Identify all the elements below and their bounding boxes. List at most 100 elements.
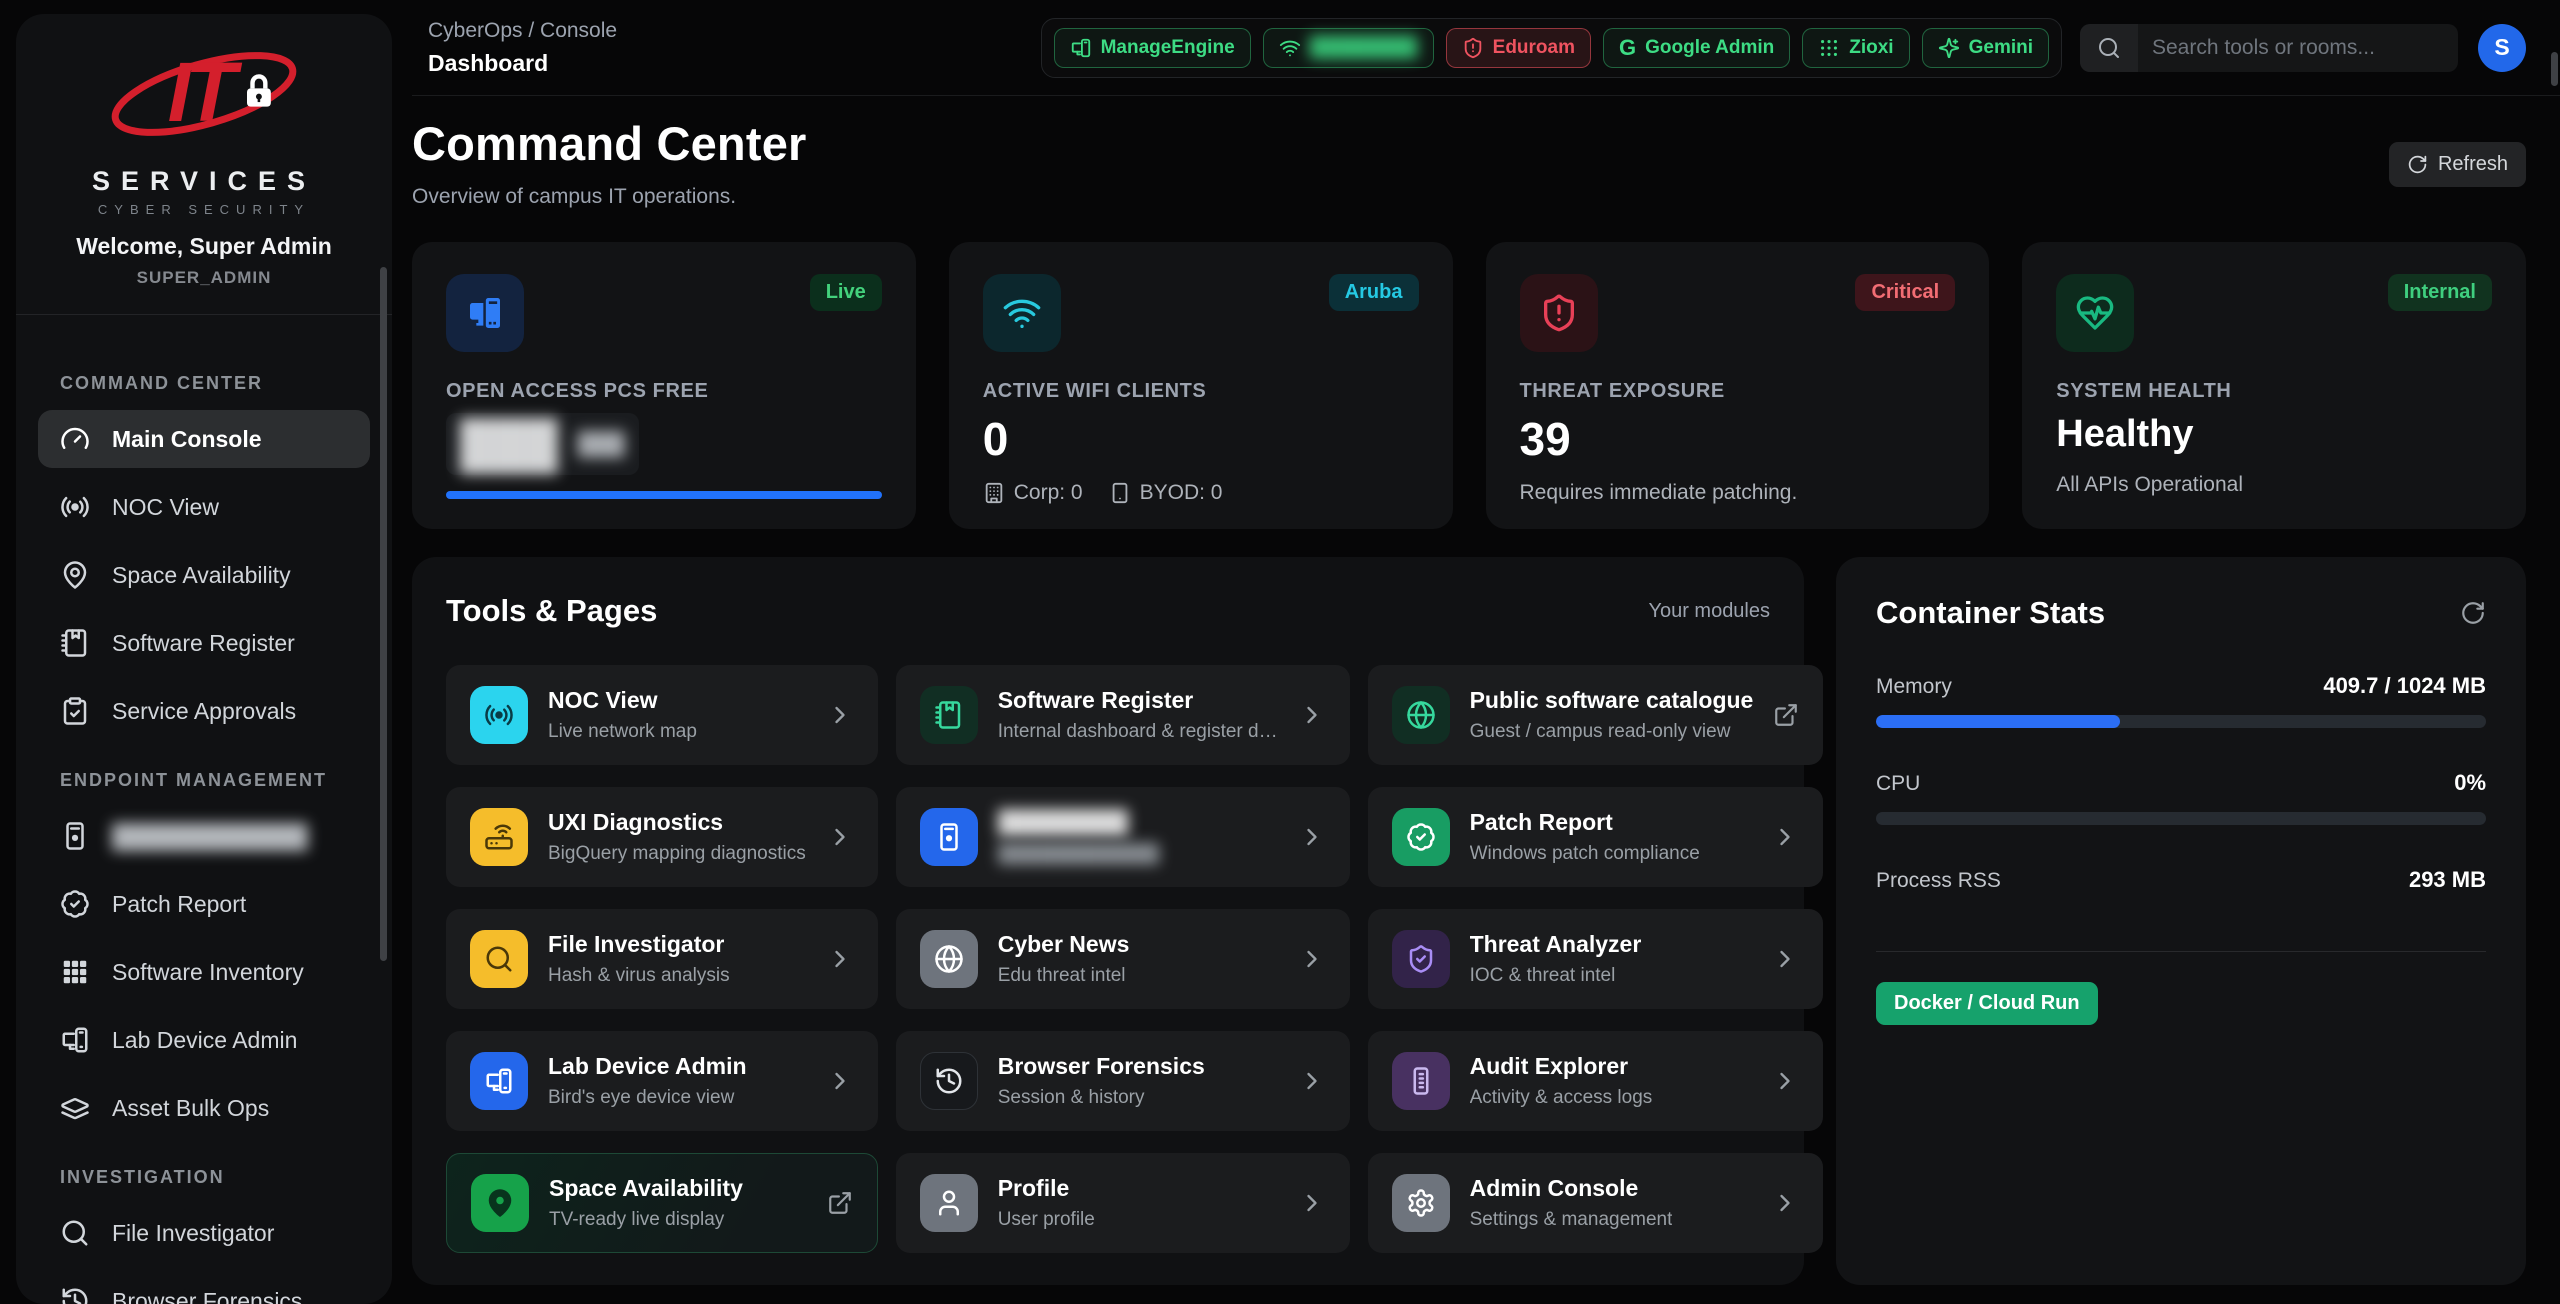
brand-logo: IT SERVICES CYBER SECURITY Welcome, Supe…	[16, 14, 392, 315]
tool-card-profile[interactable]: ProfileUser profile	[896, 1153, 1350, 1253]
stat-card-active-wifi-clients[interactable]: Aruba ACTIVE WIFI CLIENTS 0 Corp: 0 BYOD…	[949, 242, 1453, 529]
stat-label: ACTIVE WIFI CLIENTS	[983, 380, 1419, 403]
map-pin-icon	[471, 1174, 529, 1232]
tool-card-uxi-diagnostics[interactable]: UXI DiagnosticsBigQuery mapping diagnost…	[446, 787, 878, 887]
stat-label: SYSTEM HEALTH	[2056, 380, 2492, 403]
map-pin-icon	[60, 560, 90, 590]
stat-cards: Live OPEN ACCESS PCS FREE ███ ███ Aruba …	[412, 242, 2526, 529]
history-icon	[60, 1286, 90, 1304]
badge-zioxi[interactable]: Zioxi	[1802, 28, 1909, 68]
chevron-right-icon	[826, 823, 854, 851]
grid-icon	[60, 957, 90, 987]
clipboard-check-icon	[60, 696, 90, 726]
byod-count: BYOD: 0	[1109, 481, 1223, 505]
stat-label: OPEN ACCESS PCS FREE	[446, 380, 882, 403]
external-link-icon	[827, 1190, 853, 1216]
sidebar-scrollbar[interactable]	[380, 267, 387, 961]
wifi-icon	[983, 274, 1061, 352]
breadcrumb-path[interactable]: CyberOps / Console	[428, 19, 617, 43]
sidebar-nav: COMMAND CENTER Main Console NOC View Spa…	[16, 315, 392, 1304]
chevron-right-icon	[1298, 701, 1326, 729]
sidebar-item-software-register[interactable]: Software Register	[38, 614, 370, 672]
tool-card-cyber-news[interactable]: Cyber NewsEdu threat intel	[896, 909, 1350, 1009]
globe-icon	[1392, 686, 1450, 744]
tool-card-patch-report[interactable]: Patch ReportWindows patch compliance	[1368, 787, 1824, 887]
page-subtitle: Overview of campus IT operations.	[412, 185, 807, 209]
tool-card-threat-analyzer[interactable]: Threat AnalyzerIOC & threat intel	[1368, 909, 1824, 1009]
search-input[interactable]	[2138, 36, 2458, 60]
corp-count: Corp: 0	[983, 481, 1083, 505]
tools-title: Tools & Pages	[446, 593, 657, 629]
tools-grid: NOC ViewLive network map Software Regist…	[446, 665, 1770, 1253]
sidebar-item-noc-view[interactable]: NOC View	[38, 478, 370, 536]
status-badge-live: Live	[810, 274, 882, 311]
container-stats-panel: Container Stats Memory 409.7 / 1024 MB C…	[1836, 557, 2526, 1285]
user-avatar[interactable]: S	[2478, 24, 2526, 72]
stat-card-threat-exposure[interactable]: Critical THREAT EXPOSURE 39 Requires imm…	[1486, 242, 1990, 529]
tool-card-noc-view[interactable]: NOC ViewLive network map	[446, 665, 878, 765]
tool-card-admin-console[interactable]: Admin ConsoleSettings & management	[1368, 1153, 1824, 1253]
tool-card-lab-device-admin[interactable]: Lab Device AdminBird's eye device view	[446, 1031, 878, 1131]
status-badge-aruba: Aruba	[1329, 274, 1419, 311]
tool-card-file-investigator[interactable]: File InvestigatorHash & virus analysis	[446, 909, 878, 1009]
badge-google-admin[interactable]: G Google Admin	[1603, 28, 1790, 68]
tool-card-space-availability[interactable]: Space AvailabilityTV-ready live display	[446, 1153, 878, 1253]
devices-icon	[1070, 37, 1092, 59]
stat-progress-bar	[446, 491, 882, 499]
refresh-icon	[2407, 154, 2428, 175]
top-header: CyberOps / Console Dashboard ManageEngin…	[412, 0, 2560, 96]
stat-label: THREAT EXPOSURE	[1520, 380, 1956, 403]
sidebar-item-main-console[interactable]: Main Console	[38, 410, 370, 468]
lock-icon	[236, 70, 280, 114]
sidebar-item-lab-device-admin[interactable]: Lab Device Admin	[38, 1011, 370, 1069]
stat-value: 0	[983, 415, 1419, 463]
chevron-right-icon	[1298, 1067, 1326, 1095]
stat-footer: Requires immediate patching.	[1520, 481, 1798, 505]
breadcrumb-current: Dashboard	[428, 50, 617, 77]
search-icon	[2080, 24, 2138, 72]
google-g-icon: G	[1619, 37, 1636, 59]
sidebar-item-software-inventory[interactable]: Software Inventory	[38, 943, 370, 1001]
sidebar-item-asset-bulk-ops[interactable]: Asset Bulk Ops	[38, 1079, 370, 1137]
badge-eduroam[interactable]: Eduroam	[1446, 28, 1591, 68]
tool-card-browser-forensics[interactable]: Browser ForensicsSession & history	[896, 1031, 1350, 1131]
tool-card-redacted[interactable]: ████████████████████	[896, 787, 1350, 887]
chevron-right-icon	[1298, 823, 1326, 851]
building-icon	[983, 482, 1005, 504]
devices-icon	[60, 1025, 90, 1055]
metric-cpu: CPU 0%	[1876, 770, 2486, 825]
stat-card-open-access-pcs[interactable]: Live OPEN ACCESS PCS FREE ███ ███	[412, 242, 916, 529]
gauge-icon	[60, 424, 90, 454]
chevron-right-icon	[1298, 945, 1326, 973]
sidebar-item-redacted[interactable]: ████████████	[38, 807, 370, 865]
badge-check-icon	[60, 889, 90, 919]
badge-manageengine[interactable]: ManageEngine	[1054, 28, 1251, 68]
platform-badge: Docker / Cloud Run	[1876, 982, 2098, 1025]
refresh-button[interactable]: Refresh	[2389, 142, 2526, 187]
role-text: SUPER_ADMIN	[16, 268, 392, 288]
devices-icon	[470, 1052, 528, 1110]
badge-redacted[interactable]: ████████	[1263, 28, 1434, 68]
radio-icon	[470, 686, 528, 744]
search-bar	[2080, 24, 2458, 72]
stat-card-system-health[interactable]: Internal SYSTEM HEALTH Healthy All APIs …	[2022, 242, 2526, 529]
badge-gemini[interactable]: Gemini	[1922, 28, 2049, 68]
container-stats-divider	[1876, 951, 2486, 952]
refresh-icon[interactable]	[2460, 600, 2486, 626]
sidebar-item-file-investigator[interactable]: File Investigator	[38, 1204, 370, 1262]
history-icon	[920, 1052, 978, 1110]
sidebar-item-patch-report[interactable]: Patch Report	[38, 875, 370, 933]
smartphone-icon	[920, 808, 978, 866]
tool-card-public-software-catalogue[interactable]: Public software catalogueGuest / campus …	[1368, 665, 1824, 765]
chevron-right-icon	[1298, 1189, 1326, 1217]
chevron-right-icon	[826, 701, 854, 729]
tool-card-audit-explorer[interactable]: Audit ExplorerActivity & access logs	[1368, 1031, 1824, 1131]
sidebar-item-browser-forensics[interactable]: Browser Forensics	[38, 1272, 370, 1304]
tool-card-software-register[interactable]: Software RegisterInternal dashboard & re…	[896, 665, 1350, 765]
notebook-icon	[60, 628, 90, 658]
sidebar-item-space-availability[interactable]: Space Availability	[38, 546, 370, 604]
page-scrollbar[interactable]	[2551, 52, 2558, 86]
sidebar-item-service-approvals[interactable]: Service Approvals	[38, 682, 370, 740]
external-link-icon	[1773, 702, 1799, 728]
logo-tagline-text: CYBER SECURITY	[16, 202, 392, 217]
